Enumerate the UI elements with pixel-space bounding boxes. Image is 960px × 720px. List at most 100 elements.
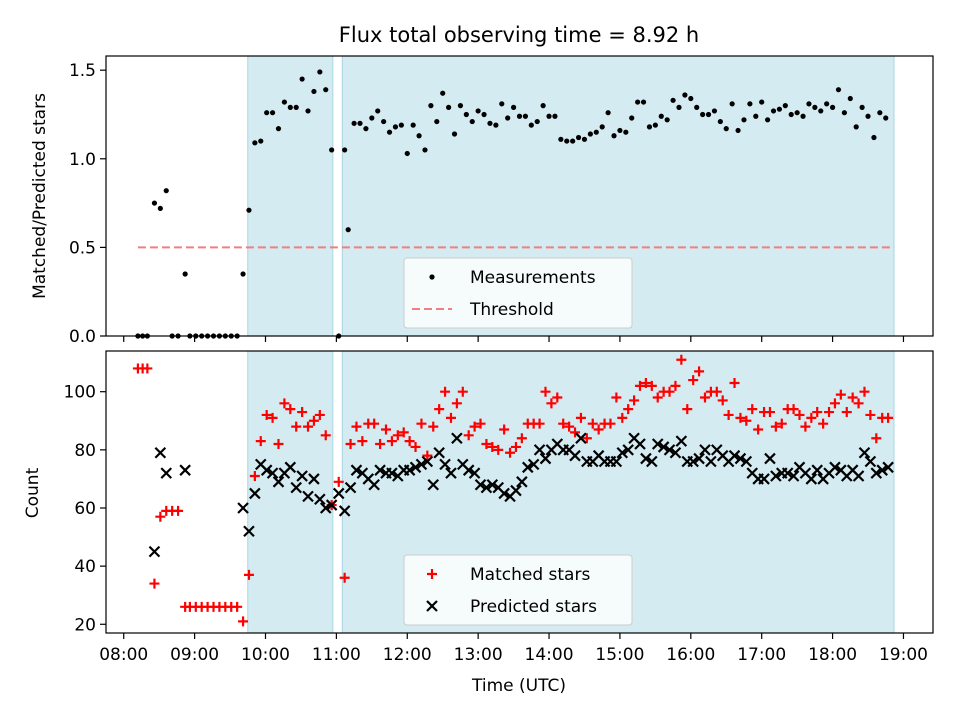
count-panel: 20 40 60 80 100 08:00 09:00 10:00 11:00 12:00 13:0… [23,350,934,696]
measurements-point [564,138,570,144]
measurements-point [700,111,706,118]
matched-stars-point [392,430,403,441]
predicted-stars-point [616,446,629,459]
measurements-point [269,110,276,116]
matched-stars-point [398,427,409,438]
matched-stars-point [558,418,569,429]
measurements-point [581,136,588,142]
matched-stars-point [351,421,362,432]
matched-stars-point [516,433,527,444]
measurements-point [469,118,475,125]
predicted-stars-point [740,455,753,468]
measurements-point [658,113,664,119]
matched-stars-point [794,409,805,420]
measurements-point [829,104,836,110]
measurements-point [605,110,611,116]
measurements-point [404,150,410,157]
x-tick-label: 15:00 [595,645,644,665]
matched-stars-point [428,421,439,432]
ratio-panel: 0.0 0.5 1.0 1.5 Matched/Predicted stars Mea… [30,55,934,347]
matched-stars-point [285,404,296,415]
matched-stars-point [445,412,456,423]
measurements-point [694,104,700,110]
matched-stars-point [357,436,368,447]
predicted-stars-point [805,473,818,485]
predicted-stars-point [634,438,646,450]
matched-stars-point [238,616,249,627]
matched-stars-point [853,398,864,409]
measurements-point [717,118,723,125]
predicted-stars-legend-label: Predicted stars [470,597,597,617]
predicted-stars-point [403,464,416,476]
measurements-point [871,134,877,141]
predicted-stars-point [386,467,398,479]
measurements-point [293,104,299,110]
predicted-stars-point [344,481,357,494]
measurements-point [688,95,694,102]
matched-stars-point [729,377,740,388]
predicted-stars-point [516,476,528,488]
measurements-point [575,134,582,141]
measurements-point [246,207,252,213]
matched-stars-point [676,354,687,365]
matched-stars-point [469,421,480,432]
measurements-point [729,101,735,107]
legend-box [403,257,633,329]
matched-stars-point [434,404,445,415]
predicted-stars-point [266,467,279,479]
matched-stars-point [747,404,758,415]
matched-stars-point [587,418,598,429]
matched-stars-point [593,424,604,435]
matched-stars-point [664,386,675,397]
chart-title: Flux total observing time = 8.92 h [339,23,699,47]
predicted-stars-point [302,490,314,503]
matched-stars-point [865,409,876,420]
measurements-point [528,122,534,128]
measurements-point [422,147,428,153]
measurements-point [640,99,647,105]
predicted-stars-point [427,478,440,491]
measurements-point [593,129,599,135]
measurements-point [711,108,718,114]
predicted-stars-point [764,452,776,465]
measurements-point [434,118,440,125]
matched-stars-point [699,392,710,403]
matched-stars-point [303,421,314,432]
measurements-point [475,108,481,114]
predicted-stars-point [421,455,434,468]
measurements-point [883,115,889,121]
matched-stars-point [386,436,397,447]
matched-stars-point [345,439,356,450]
ratio-panel-frame [105,55,934,337]
matched-stars-point [475,418,486,429]
x-tick-label: 10:00 [241,645,290,665]
x-tick-label: 17:00 [737,645,786,665]
matched-stars-point [570,427,581,438]
matched-stars-point [308,415,319,426]
measurements-point [287,104,293,110]
measurements-point [558,136,564,142]
predicted-stars-point [350,464,363,476]
matched-stars-point [297,407,308,418]
measurements-point [676,104,682,110]
measurements-point [859,104,865,110]
matched-stars-legend-label: Matched stars [470,565,590,585]
predicted-stars-point [474,478,487,491]
matched-stars-point [510,441,521,452]
measurements-point [363,126,369,132]
x-tick-label: 14:00 [525,645,574,665]
count-legend: Matched stars Predicted stars [403,554,633,626]
matched-stars-point [416,418,427,429]
matched-stars-point [243,569,254,580]
matched-stars-point [629,395,640,406]
matched-stars-point [534,418,545,429]
predicted-stars-point [640,452,652,465]
matched-stars-point [829,398,840,409]
measurements-point [163,188,169,194]
matched-stars-point [806,412,817,423]
measurements-point [570,138,576,144]
predicted-stars-point [728,449,741,462]
matched-stars-point [481,439,492,450]
predicted-stars-point [409,461,422,474]
x-tick-label: 16:00 [666,645,715,665]
